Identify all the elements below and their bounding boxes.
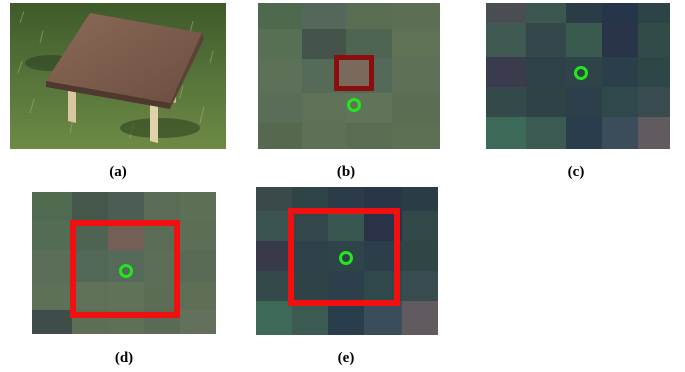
caption-b: (b) <box>336 164 356 180</box>
large-context-box <box>70 220 180 318</box>
target-point-marker <box>347 98 361 112</box>
target-point-marker <box>574 66 588 80</box>
caption-c: (c) <box>567 164 585 180</box>
patch-panel-b <box>258 3 440 149</box>
table-on-grass-image <box>10 3 226 149</box>
caption-a: (a) <box>109 164 127 180</box>
target-point-marker <box>339 251 353 265</box>
patch-panel-d <box>32 192 216 334</box>
caption-d: (d) <box>114 350 134 366</box>
small-context-box <box>334 55 374 91</box>
patch-panel-e <box>256 187 438 335</box>
caption-e: (e) <box>337 350 355 366</box>
target-point-marker <box>119 264 133 278</box>
photo-panel-a <box>10 3 226 149</box>
patch-panel-c <box>486 3 670 149</box>
large-context-box <box>288 208 400 306</box>
